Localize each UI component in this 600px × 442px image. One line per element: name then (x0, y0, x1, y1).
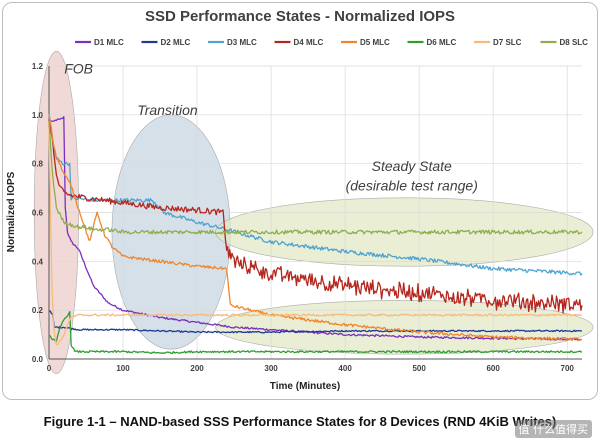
x-tick-label: 200 (190, 364, 204, 373)
annotation-label: FOB (64, 60, 93, 76)
annotation-layer: FOB Transition Steady State (desirable test… (64, 60, 478, 193)
legend-label: D4 MLC (294, 38, 324, 47)
y-tick-label: 0.2 (32, 306, 44, 315)
legend-label: D3 MLC (227, 38, 257, 47)
x-tick-label: 100 (116, 364, 130, 373)
x-tick-label: 400 (338, 364, 352, 373)
x-tick-label: 600 (486, 364, 500, 373)
legend-label: D5 MLC (360, 38, 390, 47)
series-line-d3-mlc (48, 113, 583, 276)
series-line-d2-mlc (48, 310, 583, 334)
series-line-d8-slc (48, 121, 583, 235)
region-ellipse-3 (215, 300, 594, 355)
chart-svg: 0.0 0.2 0.4 0.6 0.8 1.0 1.2 0 100 200 300 400 500 600… (6, 38, 594, 392)
x-tick-label: 300 (264, 364, 278, 373)
series-line-d7-slc (48, 127, 583, 346)
y-tick-label: 0.8 (32, 160, 44, 169)
y-tick-label: 1.2 (32, 62, 44, 71)
annotation-label: Steady State (372, 158, 452, 174)
x-tick-label: 500 (412, 364, 426, 373)
series-line-d5-mlc (48, 114, 583, 342)
x-tick-label: 700 (561, 364, 575, 373)
x-axis-title: Time (Minutes) (270, 381, 340, 392)
chart-title: SSD Performance States - Normalized IOPS (144, 8, 456, 25)
y-tick-label: 0.0 (32, 355, 44, 364)
annotation-label: (desirable test range) (346, 178, 478, 194)
y-tick-label: 0.4 (32, 257, 44, 266)
series-line-d6-mlc (48, 311, 583, 355)
legend-label: D8 SLC (560, 38, 589, 47)
series-line-d4-mlc (48, 119, 583, 314)
annotation-label: Transition (137, 102, 198, 118)
figure-caption: Figure 1-1 – NAND-based SSS Performance … (43, 414, 557, 429)
watermark-logo: 值 什么值得买 (514, 420, 592, 438)
legend-label: D6 MLC (427, 38, 457, 47)
y-tick-label: 1.0 (32, 111, 44, 120)
legend-label: D1 MLC (94, 38, 124, 47)
legend-label: D7 SLC (493, 38, 522, 47)
x-tick-label: 0 (47, 364, 52, 373)
legend-label: D2 MLC (161, 38, 191, 47)
y-axis-title: Normalized IOPS (6, 171, 17, 252)
series-layer (48, 113, 583, 355)
legend-layer: D1 MLC D2 MLC D3 MLC D4 MLC D5 MLC D6 MLC D7 S… (75, 38, 588, 47)
y-tick-label: 0.6 (32, 209, 44, 218)
